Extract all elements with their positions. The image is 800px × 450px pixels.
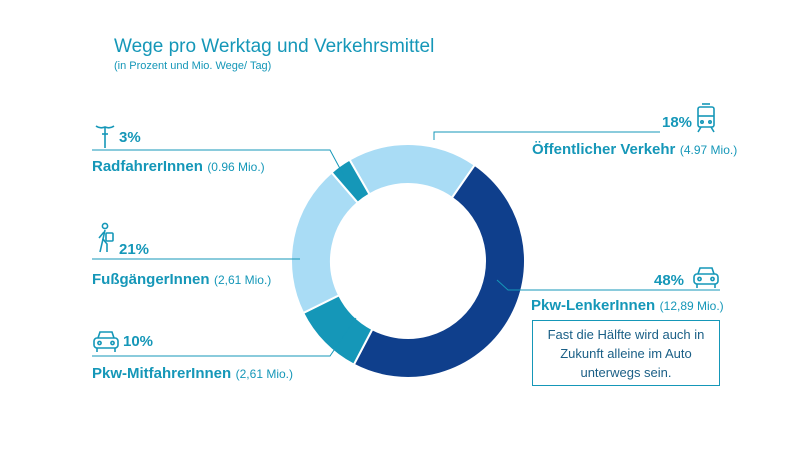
slice-label-percent-fuss: 21% — [119, 241, 150, 258]
slice-label-name-mitfahrer: Pkw-MitfahrerInnen (2,61 Mio.) — [92, 365, 293, 382]
slice-label-name-fuss: FußgängerInnen (2,61 Mio.) — [92, 271, 272, 288]
slice-label-percent-mitfahrer: 10% — [123, 333, 154, 350]
car-icon — [693, 267, 719, 288]
slice-label-name-oev: Öffentlicher Verkehr (4.97 Mio.) — [532, 141, 738, 158]
slice-label-percent-rad: 3% — [119, 129, 141, 146]
chart-subtitle: (in Prozent und Mio. Wege/ Tag) — [114, 60, 272, 72]
tram-icon — [697, 103, 715, 133]
leader-line-oev — [433, 131, 660, 140]
slice-label-percent-lenker: 48% — [654, 272, 685, 289]
leader-line-rad — [92, 149, 345, 177]
slice-label-name-rad: RadfahrerInnen (0.96 Mio.) — [92, 158, 265, 175]
slice-fuss — [290, 171, 360, 315]
slice-label-name-lenker: Pkw-LenkerInnen (12,89 Mio.) — [531, 297, 724, 314]
slice-label-percent-oev: 18% — [662, 114, 693, 131]
car-icon — [93, 331, 119, 352]
chart-title: Wege pro Werktag und Verkehrsmittel — [114, 36, 435, 57]
pedestrian-icon — [98, 222, 114, 253]
slice-oev — [348, 143, 477, 200]
annotation-box: Fast die Hälfte wird auch in Zukunft all… — [532, 320, 720, 386]
bicycle-icon — [95, 125, 115, 148]
slice-lenker — [352, 163, 526, 379]
leader-line-mitfahrer — [92, 317, 357, 357]
leader-line-lenker — [496, 279, 720, 291]
